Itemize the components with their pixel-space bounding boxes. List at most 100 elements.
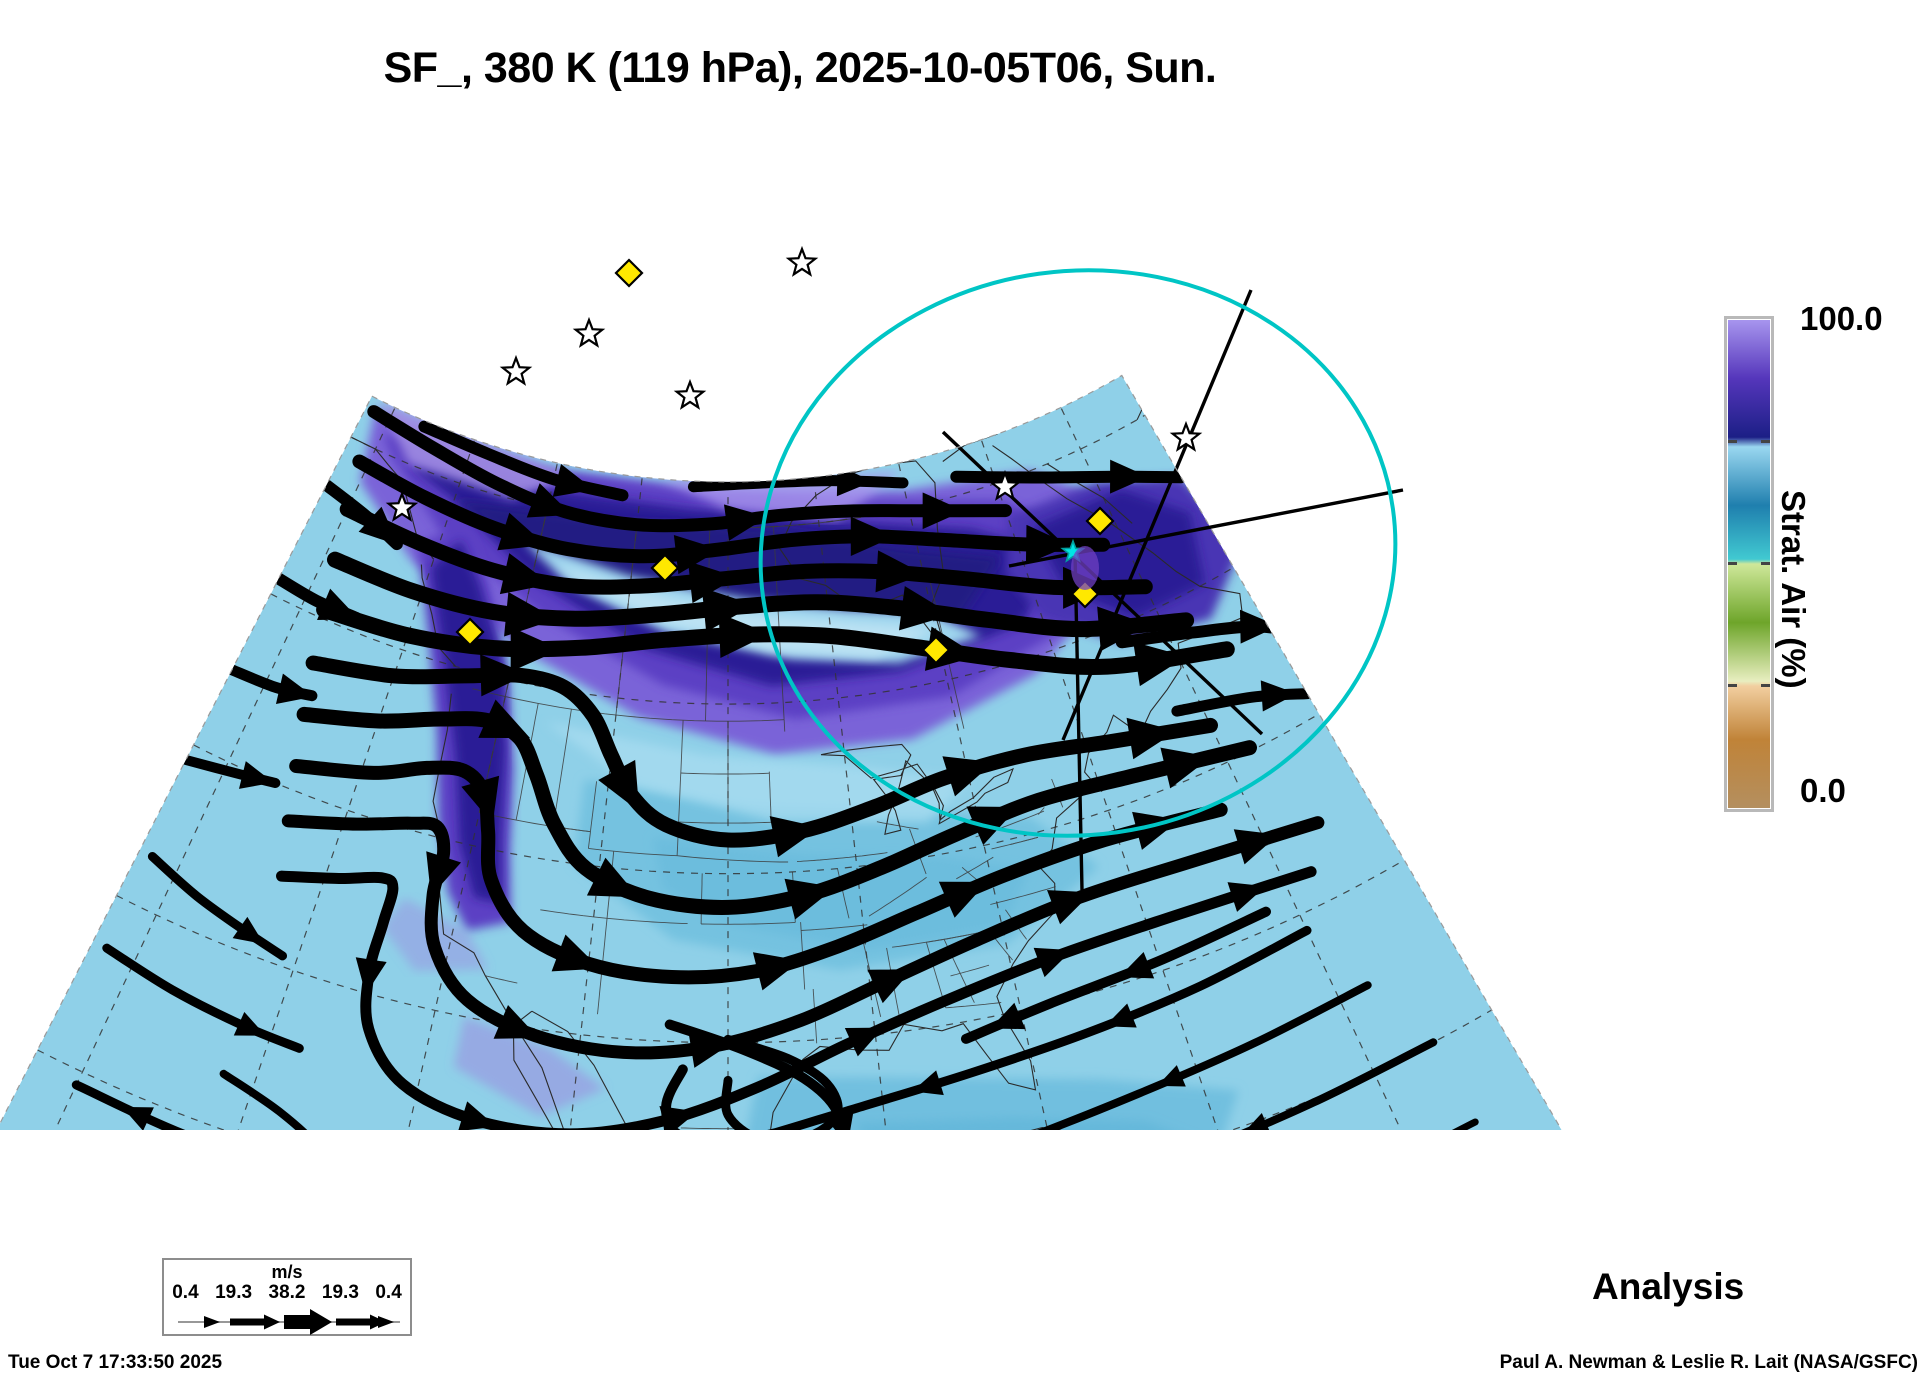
streamline-arrow [688,561,738,604]
border-path [472,688,785,722]
streamline-arrow [1239,609,1279,644]
station-diamond-marker [1070,579,1100,609]
station-star-marker [785,245,819,277]
border-path [868,876,927,917]
streamline-arrow [275,673,314,705]
wind-legend-units: m/s [271,1262,303,1282]
streamline-arrow [586,857,639,898]
station-star-marker [385,490,419,522]
map-panel [0,100,1680,1130]
station-diamond-marker [614,258,644,288]
station-diamond-marker [455,617,485,647]
streamline-arrow [317,588,359,620]
border-path [540,909,608,919]
wind-scale-legend: m/s 0.4 19.3 38.2 19.3 0.4 [162,1258,412,1336]
colorbar-axis-label: Strat. Air (%) [1775,490,1812,689]
border-path [552,709,572,827]
streamline-arrow [1133,641,1187,687]
streamline-arrow [718,613,770,658]
streamline-arrow [461,775,500,824]
border-path [950,964,990,977]
colorbar-tick [1761,439,1770,443]
streamline-arrow [938,881,988,918]
streamline-arrow [426,851,462,897]
streamline-arrow [875,550,924,593]
station-star-marker [1169,420,1203,452]
border-path [680,772,770,775]
map-contents [0,100,1680,1130]
colorbar-tick [1728,439,1737,443]
border-path [956,856,994,880]
streamline-arrow [1119,951,1155,979]
local-strat-patch [1071,546,1099,590]
strat-air-contour [652,837,1031,951]
meridian [1060,407,1465,1130]
wind-value-2: 38.2 [268,1282,306,1303]
analysis-label: Analysis [1592,1266,1745,1307]
border-path [678,821,772,824]
streamline-arrow [942,756,994,797]
wind-value-0: 0.4 [172,1282,199,1303]
border-path [588,847,678,857]
streamline [296,706,1257,915]
border-path [700,873,703,925]
strat-air-contour [546,722,970,823]
meridian [898,462,1106,1130]
wind-streamlines [69,405,1479,1130]
streamline-arrow [990,1002,1026,1030]
station-diamond-marker [650,553,680,583]
author-credit: Paul A. Newman & Leslie R. Lait (NASA/GS… [1499,1352,1918,1373]
streamline-arrow [769,816,821,858]
border-path [768,771,772,823]
wind-legend-arrows [178,1309,400,1335]
wind-legend-values: 0.4 19.3 38.2 19.3 0.4 [164,1282,410,1304]
streamline-arrow [1033,947,1073,978]
generation-timestamp: Tue Oct 7 17:33:50 2025 [8,1352,223,1373]
border-path [680,1127,744,1130]
streamline-arrow [922,492,964,530]
streamline-arrow [898,586,952,631]
streamline-arrow [662,1117,692,1130]
streamline-arrow [1233,829,1279,865]
streamline-arrow [478,699,531,739]
streamline-arrow [844,1027,884,1057]
coverage-ellipse [758,268,1398,838]
wind-value-1: 19.3 [215,1282,253,1303]
colorbar-tick [1728,561,1737,565]
markers [385,245,1203,665]
streamline-arrow [1110,459,1149,494]
orbit-track-line [1061,289,1253,741]
border-path [587,781,598,849]
streamline-arrow [1157,1065,1186,1087]
border-path [783,719,786,732]
streamline [276,866,1317,1130]
streamline-arrow [850,516,896,557]
streamline-arrow [504,592,557,637]
border-path [701,921,796,925]
streamline-arrow [752,952,801,991]
page-title: SF_, 380 K (119 hPa), 2025-10-05T06, Sun… [383,44,1217,92]
station-star-marker [572,316,606,348]
border-path [945,1002,1002,1009]
streamline [367,405,1012,533]
streamline-arrow [1025,524,1071,565]
coastline-path [432,693,570,1130]
streamline-arrow [233,1011,266,1036]
streamline-arrow [480,654,529,697]
colorbar-tick [1761,561,1770,565]
strat-air-contour [743,1076,1239,1130]
border-path [991,836,1039,850]
streamline-arrow [1160,747,1212,789]
streamline [219,1069,332,1130]
border-path [606,917,688,925]
streamline-arrow [966,806,1019,846]
map-svg [0,100,1680,1130]
colorbar [1724,316,1774,812]
coastline-path [420,564,456,667]
station-star-marker [673,378,707,410]
border-path [801,924,868,931]
border-path [796,857,844,863]
streamline [147,852,287,961]
station-diamond-marker [1085,506,1115,536]
streamline-arrow [510,626,562,672]
